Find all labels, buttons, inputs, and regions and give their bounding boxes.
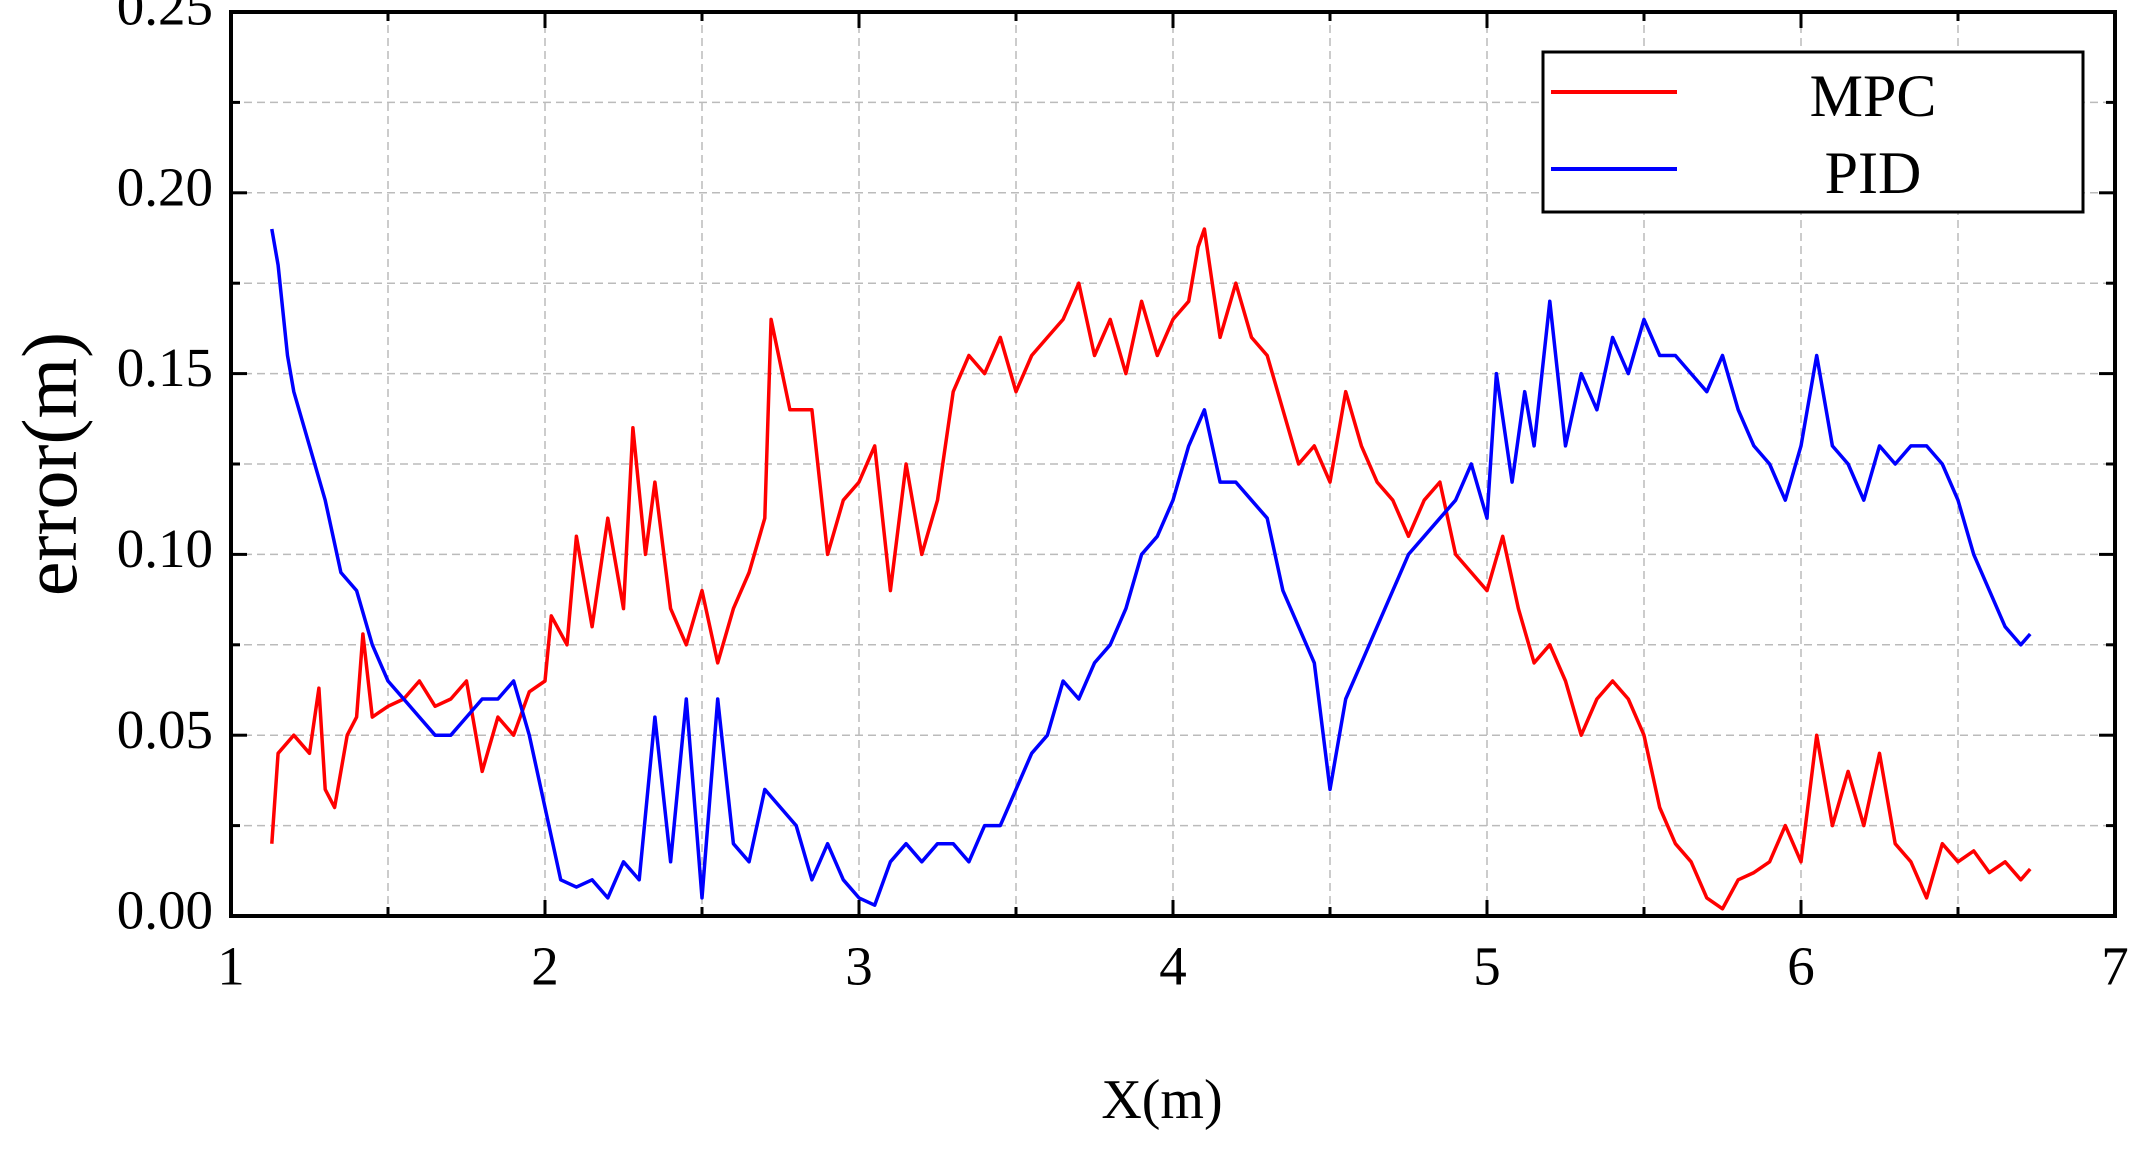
legend-label: MPC	[1810, 63, 1937, 129]
x-tick-label: 1	[217, 936, 245, 997]
y-axis-label: error(m)	[6, 332, 93, 596]
data-line	[270, 228, 2032, 907]
x-axis-label: X(m)	[1101, 1069, 1222, 1131]
plot-frame	[229, 10, 2117, 918]
data-line	[270, 227, 2032, 911]
x-tick-label: 7	[2101, 936, 2129, 997]
x-tick-label: 5	[1473, 936, 1501, 997]
y-tick-label: 0.00	[117, 880, 213, 941]
y-tick-label: 0.15	[117, 337, 213, 398]
y-tick-label: 0.05	[117, 699, 213, 760]
x-tick-label: 4	[1159, 936, 1187, 997]
x-tick-label: 6	[1787, 936, 1815, 997]
legend-box	[1541, 50, 2085, 214]
y-tick-label: 0.10	[117, 518, 213, 579]
y-tick-label: 0.20	[117, 156, 213, 217]
x-tick-label: 3	[845, 936, 873, 997]
legend-label: PID	[1825, 140, 1922, 206]
x-tick-label: 2	[531, 936, 559, 997]
y-tick-label: 0.25	[117, 0, 213, 37]
